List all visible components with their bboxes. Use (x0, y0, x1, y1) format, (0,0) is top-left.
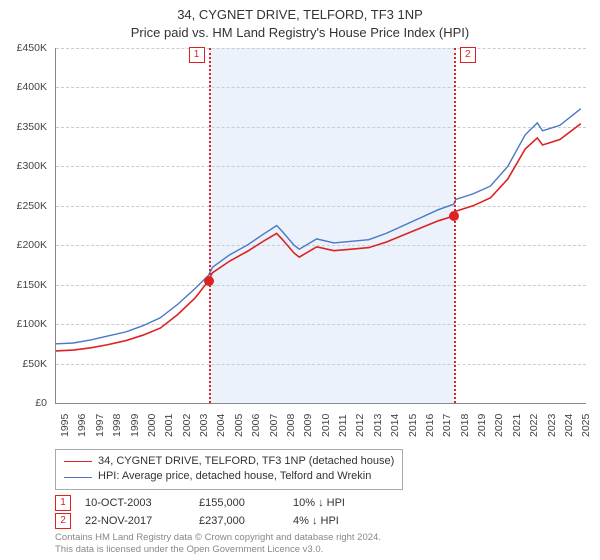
x-tick-label: 2019 (476, 414, 488, 437)
x-tick-label: 2018 (459, 414, 471, 437)
sale-marker-line (209, 48, 211, 403)
y-tick-label: £450K (0, 42, 47, 54)
y-tick-label: £150K (0, 279, 47, 291)
sale-marker-box: 2 (460, 47, 476, 63)
y-tick-label: £200K (0, 239, 47, 251)
x-tick-label: 2010 (320, 414, 332, 437)
sale-date: 22-NOV-2017 (85, 515, 185, 527)
sale-marker-dot (449, 211, 459, 221)
y-tick-label: £300K (0, 160, 47, 172)
x-tick-label: 2012 (354, 414, 366, 437)
x-tick-label: 2000 (146, 414, 158, 437)
x-tick-label: 2013 (372, 414, 384, 437)
x-tick-label: 2003 (198, 414, 210, 437)
series-line (56, 109, 581, 344)
x-tick-label: 2007 (268, 414, 280, 437)
legend-swatch (64, 477, 92, 478)
x-tick-label: 2006 (250, 414, 262, 437)
x-tick-label: 1999 (129, 414, 141, 437)
series-line (56, 124, 581, 351)
sales-table: 1 10-OCT-2003 £155,000 10% ↓ HPI 2 22-NOV-201… (55, 494, 393, 530)
sale-date: 10-OCT-2003 (85, 497, 185, 509)
sale-row: 2 22-NOV-2017 £237,000 4% ↓ HPI (55, 512, 393, 530)
x-tick-label: 2025 (580, 414, 592, 437)
footer-line-2: This data is licensed under the Open Gov… (55, 544, 381, 556)
x-tick-label: 2016 (424, 414, 436, 437)
x-tick-label: 2005 (233, 414, 245, 437)
sale-row-marker: 2 (55, 513, 71, 529)
legend-label: HPI: Average price, detached house, Telf… (98, 469, 371, 484)
sale-hpi-diff: 10% ↓ HPI (293, 497, 393, 509)
x-tick-label: 1998 (111, 414, 123, 437)
y-tick-label: £400K (0, 81, 47, 93)
plot-wrap: 12 £0£50K£100K£150K£200K£250K£300K£350K£… (55, 48, 585, 403)
x-tick-label: 2024 (563, 414, 575, 437)
line-series-svg (56, 48, 586, 403)
title-line-1: 34, CYGNET DRIVE, TELFORD, TF3 1NP (0, 6, 600, 24)
y-tick-label: £50K (0, 358, 47, 370)
plot-area: 12 (55, 48, 586, 404)
x-tick-label: 2021 (511, 414, 523, 437)
x-tick-label: 2022 (528, 414, 540, 437)
sale-price: £155,000 (199, 497, 279, 509)
x-tick-label: 2009 (302, 414, 314, 437)
sale-price: £237,000 (199, 515, 279, 527)
sale-marker-box: 1 (189, 47, 205, 63)
x-tick-label: 2015 (407, 414, 419, 437)
chart-title: 34, CYGNET DRIVE, TELFORD, TF3 1NP Price… (0, 0, 600, 41)
sale-row: 1 10-OCT-2003 £155,000 10% ↓ HPI (55, 494, 393, 512)
chart-container: 34, CYGNET DRIVE, TELFORD, TF3 1NP Price… (0, 0, 600, 560)
y-tick-label: £350K (0, 121, 47, 133)
y-tick-label: £100K (0, 318, 47, 330)
x-tick-label: 2017 (441, 414, 453, 437)
sale-marker-dot (204, 276, 214, 286)
sale-row-marker: 1 (55, 495, 71, 511)
x-tick-label: 1995 (59, 414, 71, 437)
sale-hpi-diff: 4% ↓ HPI (293, 515, 393, 527)
x-tick-label: 2002 (181, 414, 193, 437)
y-tick-label: £0 (0, 397, 47, 409)
x-tick-label: 1996 (76, 414, 88, 437)
x-tick-label: 2023 (546, 414, 558, 437)
x-tick-label: 2001 (163, 414, 175, 437)
x-tick-label: 1997 (94, 414, 106, 437)
sale-marker-line (454, 48, 456, 403)
legend-item: HPI: Average price, detached house, Telf… (64, 469, 394, 484)
x-tick-label: 2004 (215, 414, 227, 437)
title-line-2: Price paid vs. HM Land Registry's House … (0, 24, 600, 42)
y-tick-label: £250K (0, 200, 47, 212)
x-tick-label: 2020 (493, 414, 505, 437)
legend-swatch (64, 461, 92, 462)
footer-line-1: Contains HM Land Registry data © Crown c… (55, 532, 381, 544)
legend: 34, CYGNET DRIVE, TELFORD, TF3 1NP (deta… (55, 449, 403, 490)
legend-label: 34, CYGNET DRIVE, TELFORD, TF3 1NP (deta… (98, 454, 394, 469)
x-tick-label: 2008 (285, 414, 297, 437)
attribution-footer: Contains HM Land Registry data © Crown c… (55, 532, 381, 556)
legend-item: 34, CYGNET DRIVE, TELFORD, TF3 1NP (deta… (64, 454, 394, 469)
x-tick-label: 2014 (389, 414, 401, 437)
x-tick-label: 2011 (337, 414, 349, 437)
